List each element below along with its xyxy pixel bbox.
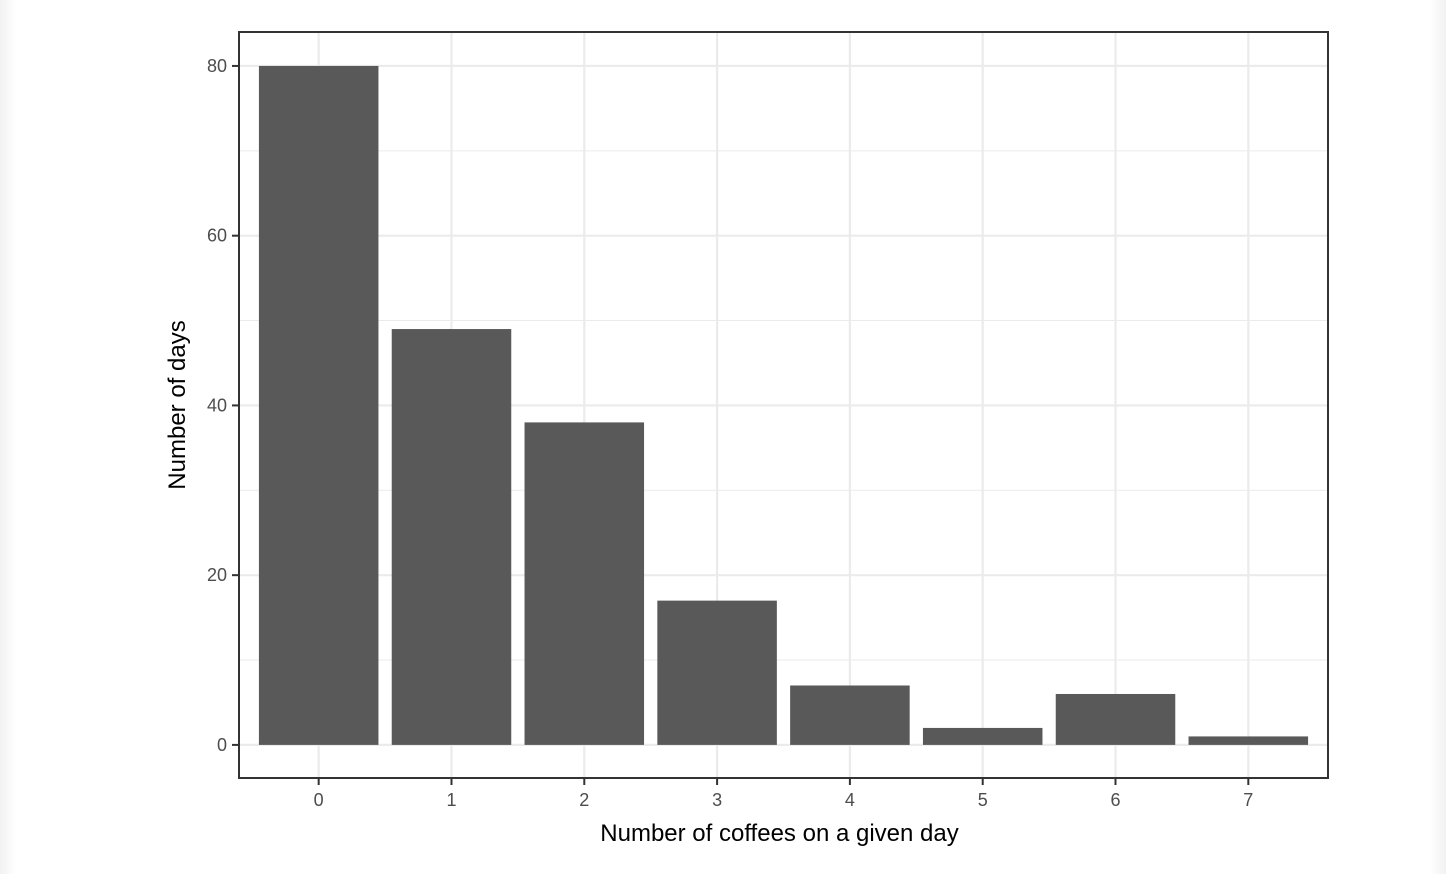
y-axis-tick-labels: 0 20 40 60 80 [207,56,227,755]
left-edge-shadow [0,0,16,874]
x-tick-label: 1 [446,790,456,810]
x-tick-label: 3 [712,790,722,810]
right-edge-shadow [1430,0,1446,874]
bar-4 [790,685,910,745]
axis-ticks [232,64,1250,785]
y-tick-label: 20 [207,565,227,585]
bar-1 [391,329,512,745]
bars [258,65,1309,745]
x-axis-title: Number of coffees on a given day [600,820,958,847]
bar-3 [657,600,777,745]
bar-2 [524,422,645,745]
bar-0 [258,65,379,745]
x-tick-label: 2 [579,790,589,810]
x-tick-label: 7 [1243,790,1253,810]
y-tick-label: 80 [207,56,227,76]
y-tick-label: 60 [207,226,227,246]
x-axis-tick-labels: 0 1 2 3 4 5 6 7 [314,790,1254,810]
x-tick-label: 6 [1111,790,1121,810]
x-tick-label: 0 [314,790,324,810]
bar-5 [922,727,1043,745]
y-axis-title: Number of days [164,320,191,489]
bar-7 [1188,736,1309,745]
bar-6 [1055,693,1176,745]
y-tick-label: 0 [217,735,227,755]
x-tick-label: 4 [845,790,855,810]
x-tick-label: 5 [978,790,988,810]
y-tick-label: 40 [207,395,227,415]
